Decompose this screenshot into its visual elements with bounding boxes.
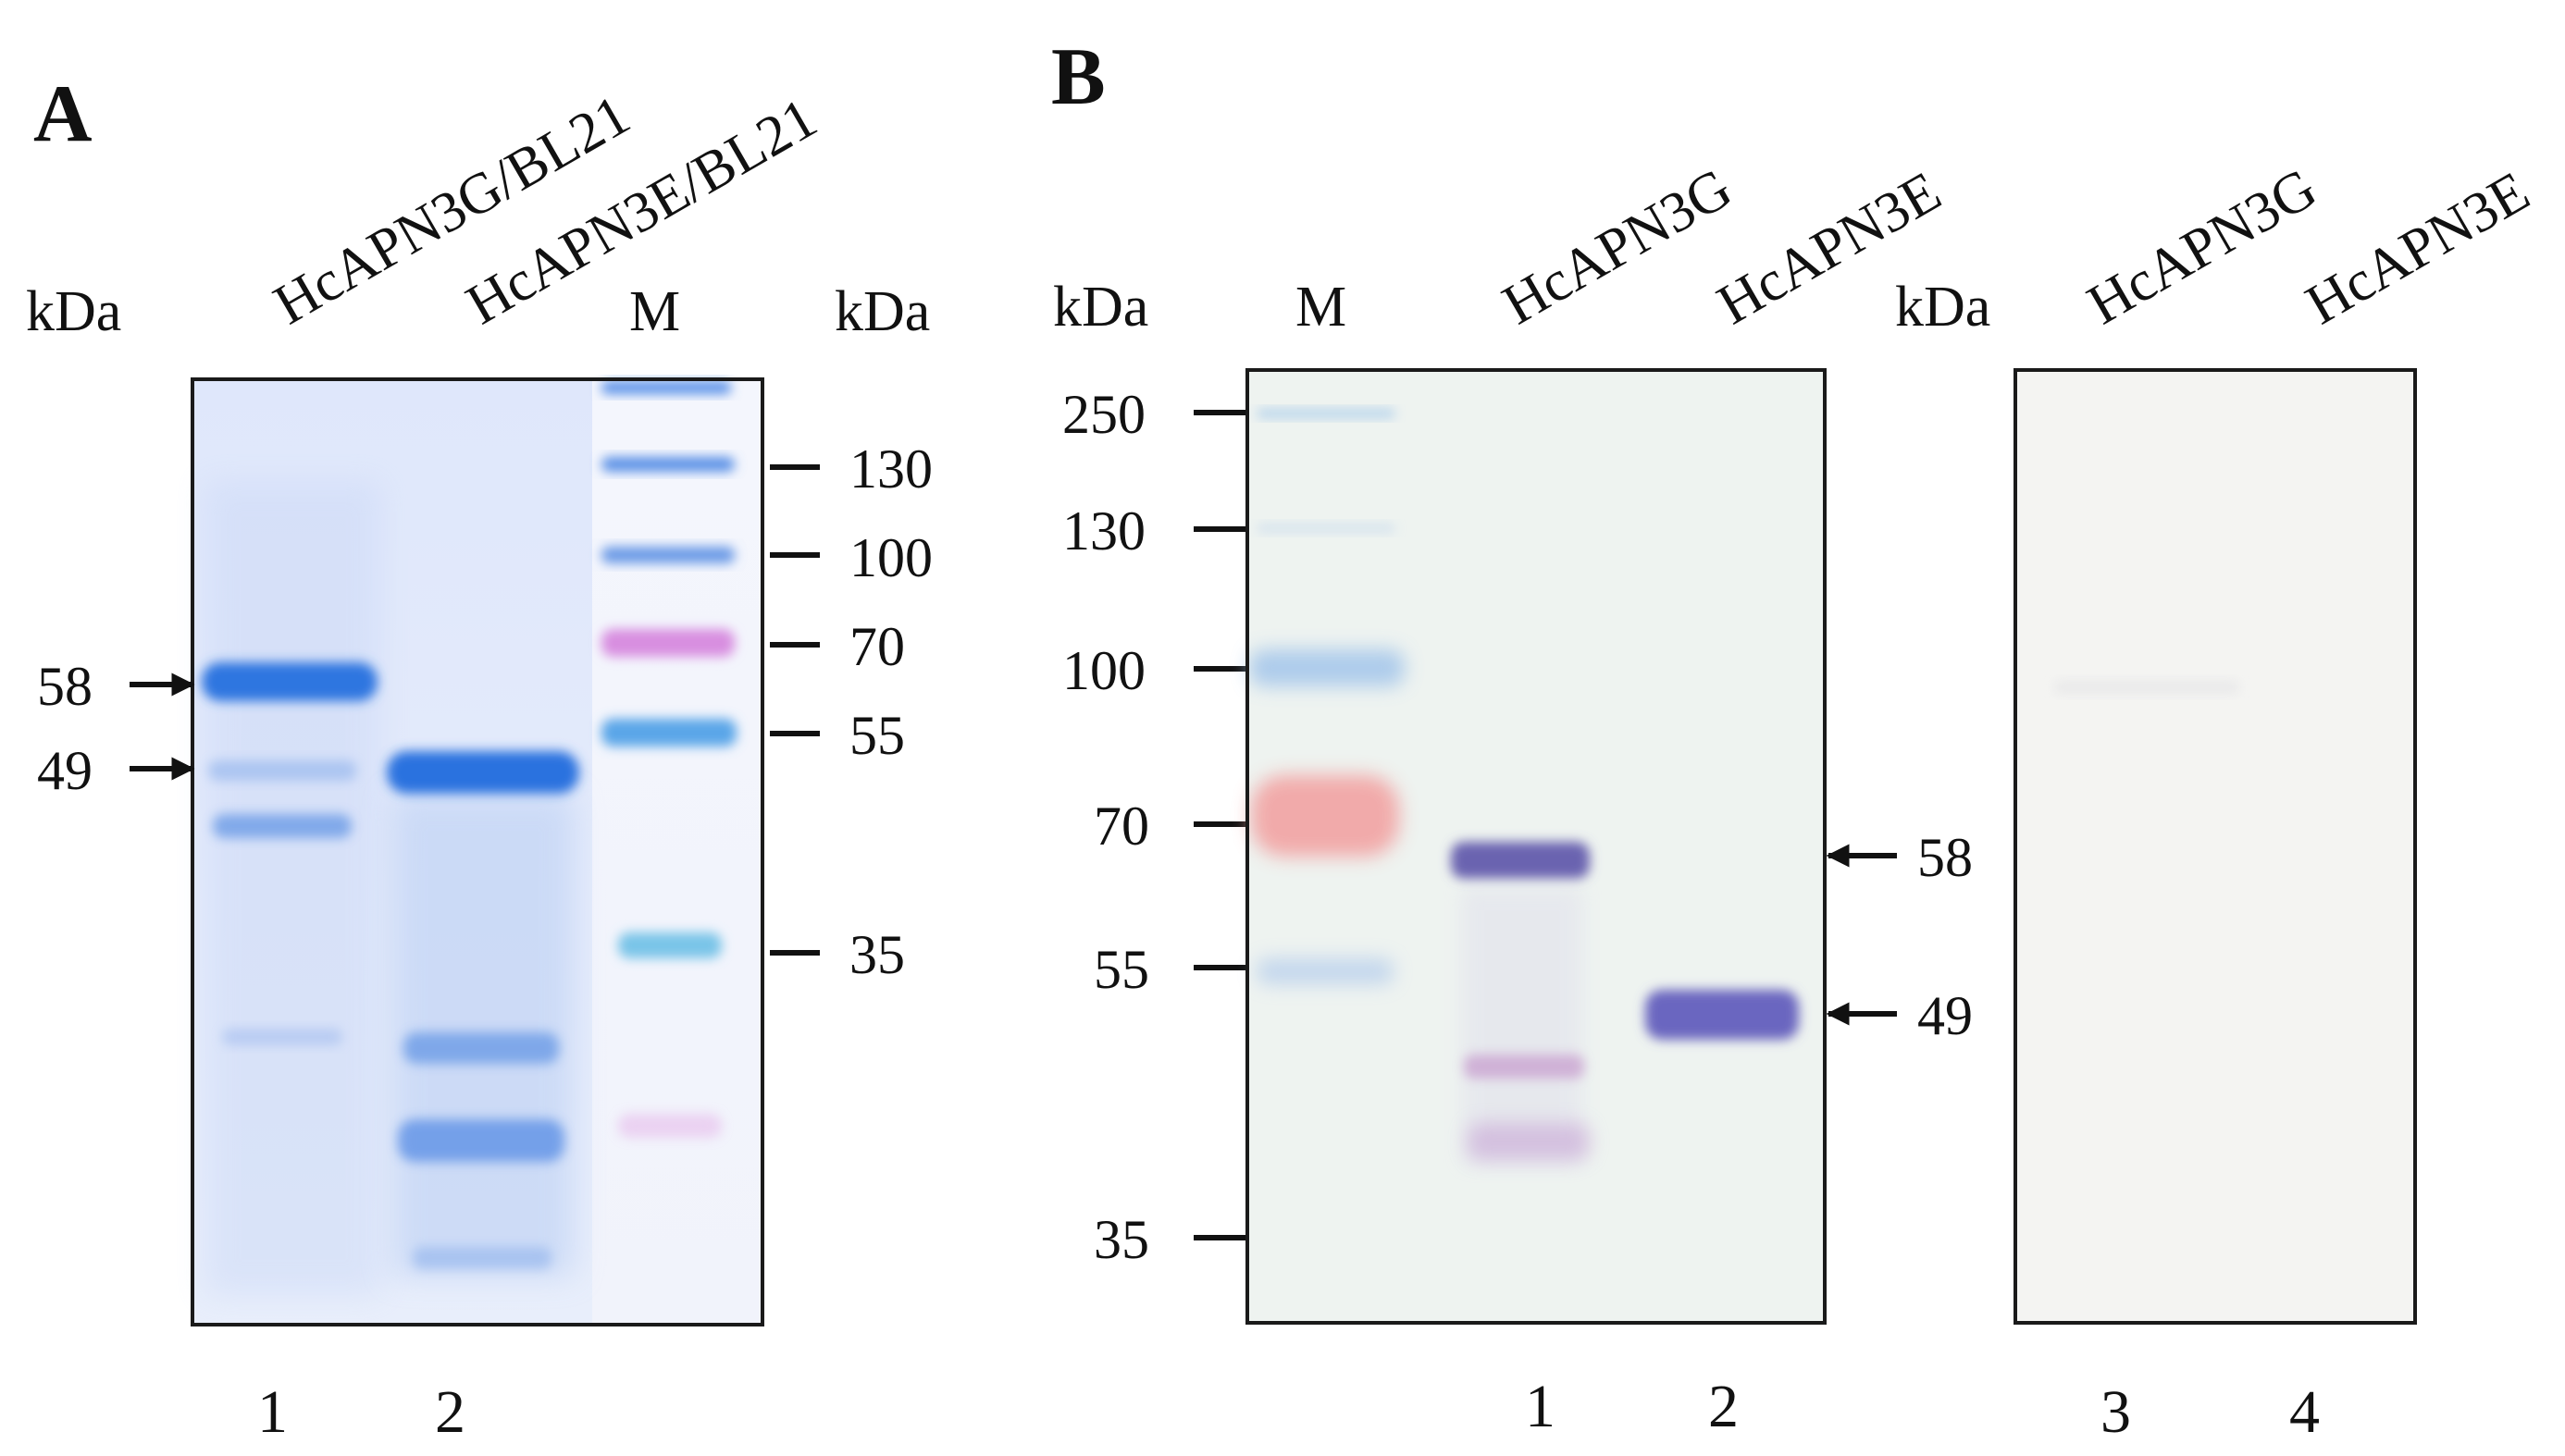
- panel-b-lane-number-2: 2: [1708, 1373, 1739, 1440]
- panel-b-letter: B: [1051, 32, 1106, 122]
- marker-band-100: [601, 547, 735, 563]
- panel-b-marker-70: 70: [1094, 796, 1149, 857]
- western-blot-frame: [1245, 368, 1827, 1325]
- blot-marker-band-130: [1257, 524, 1395, 533]
- panel-b-marker-250: 250: [1062, 384, 1146, 445]
- marker-band-top: [601, 381, 731, 394]
- gel-a-marker-lane: [592, 381, 761, 1323]
- marker-band-70: [601, 629, 735, 657]
- panel-a-lane-number-1: 1: [257, 1378, 288, 1446]
- lane-1-band-58: [202, 662, 378, 701]
- blot-marker-band-250: [1257, 409, 1395, 418]
- panel-b-arrow-label-49: 49: [1917, 985, 1973, 1046]
- marker-band-25: [618, 1114, 722, 1138]
- panel-a-marker-70: 70: [849, 616, 905, 677]
- panel-b-marker-100: 100: [1062, 640, 1146, 701]
- marker-band-55: [601, 719, 737, 747]
- panel-a-marker-100: 100: [849, 527, 933, 588]
- control-blot-frame: [2014, 368, 2417, 1325]
- panel-a-arrow-label-49: 49: [37, 740, 93, 801]
- panel-a-arrow-label-58: 58: [37, 656, 93, 717]
- lane-2-band-minor-a: [403, 1032, 559, 1064]
- lane-1-band-minor-b: [208, 760, 356, 781]
- blot-marker-band-55: [1257, 958, 1394, 984]
- control-blot-faint-band: [2054, 681, 2239, 694]
- panel-a-letter: A: [33, 69, 93, 159]
- blot-lane-2-band-49: [1645, 990, 1799, 1040]
- lane-2-band-49: [387, 751, 579, 794]
- panel-a-marker-55: 55: [849, 705, 905, 766]
- marker-band-130: [601, 457, 735, 472]
- lane-1-band-minor-a: [213, 814, 352, 838]
- panel-b-lane-header-marker: M: [1295, 276, 1346, 339]
- blot-lane-1-smear: [1462, 888, 1582, 1166]
- marker-band-35: [618, 932, 722, 958]
- panel-a-lane-number-2: 2: [435, 1378, 465, 1446]
- panel-b-lane-header-3: HcAPN3G: [2077, 156, 2327, 337]
- lane-1-smear: [205, 481, 381, 1295]
- panel-b: B kDa M HcAPN3G HcAPN3E kDa HcAPN3G HcAP…: [1051, 32, 2540, 1446]
- panel-a: A kDa kDa HcAPN3G/BL21 HcAPN3E/BL21 M: [26, 69, 933, 1446]
- panel-b-lane-number-3: 3: [2100, 1378, 2131, 1446]
- panel-a-marker-35: 35: [849, 924, 905, 985]
- blot-marker-band-100: [1249, 649, 1405, 686]
- panel-b-arrow-label-58: 58: [1917, 827, 1973, 888]
- panel-b-lane-header-4: HcAPN3E: [2296, 160, 2540, 337]
- blot-lane-1-band-minor-a: [1464, 1055, 1584, 1079]
- panel-b-marker-35: 35: [1094, 1209, 1149, 1270]
- blot-lane-1-band-minor-b: [1468, 1123, 1590, 1160]
- gel-a-frame: [191, 377, 764, 1326]
- panel-b-kda-left-label: kDa: [1053, 276, 1148, 339]
- lane-2-band-minor-c: [413, 1247, 551, 1269]
- control-blot: [2014, 368, 2417, 1325]
- panel-b-marker-130: 130: [1062, 500, 1146, 561]
- lane-1-band-minor-c: [222, 1029, 342, 1045]
- blot-marker-band-70: [1251, 775, 1399, 857]
- panel-a-marker-130: 130: [849, 438, 933, 500]
- lane-2-band-minor-b: [398, 1119, 564, 1162]
- panel-b-marker-55: 55: [1094, 939, 1149, 1000]
- panel-b-lane-header-1: HcAPN3G: [1493, 156, 1742, 337]
- western-blot: [1245, 368, 1827, 1325]
- panel-b-kda-right-label: kDa: [1895, 276, 1990, 339]
- panel-a-lane-header-marker: M: [629, 280, 680, 343]
- panel-a-kda-right-label: kDa: [835, 280, 930, 343]
- panel-b-lane-number-4: 4: [2289, 1378, 2320, 1446]
- panel-a-kda-left-label: kDa: [26, 280, 121, 343]
- control-blot-background: [2015, 370, 2415, 1323]
- blot-lane-1-band-58: [1451, 842, 1590, 879]
- gel-a: [191, 377, 764, 1326]
- panel-b-lane-number-1: 1: [1525, 1373, 1555, 1440]
